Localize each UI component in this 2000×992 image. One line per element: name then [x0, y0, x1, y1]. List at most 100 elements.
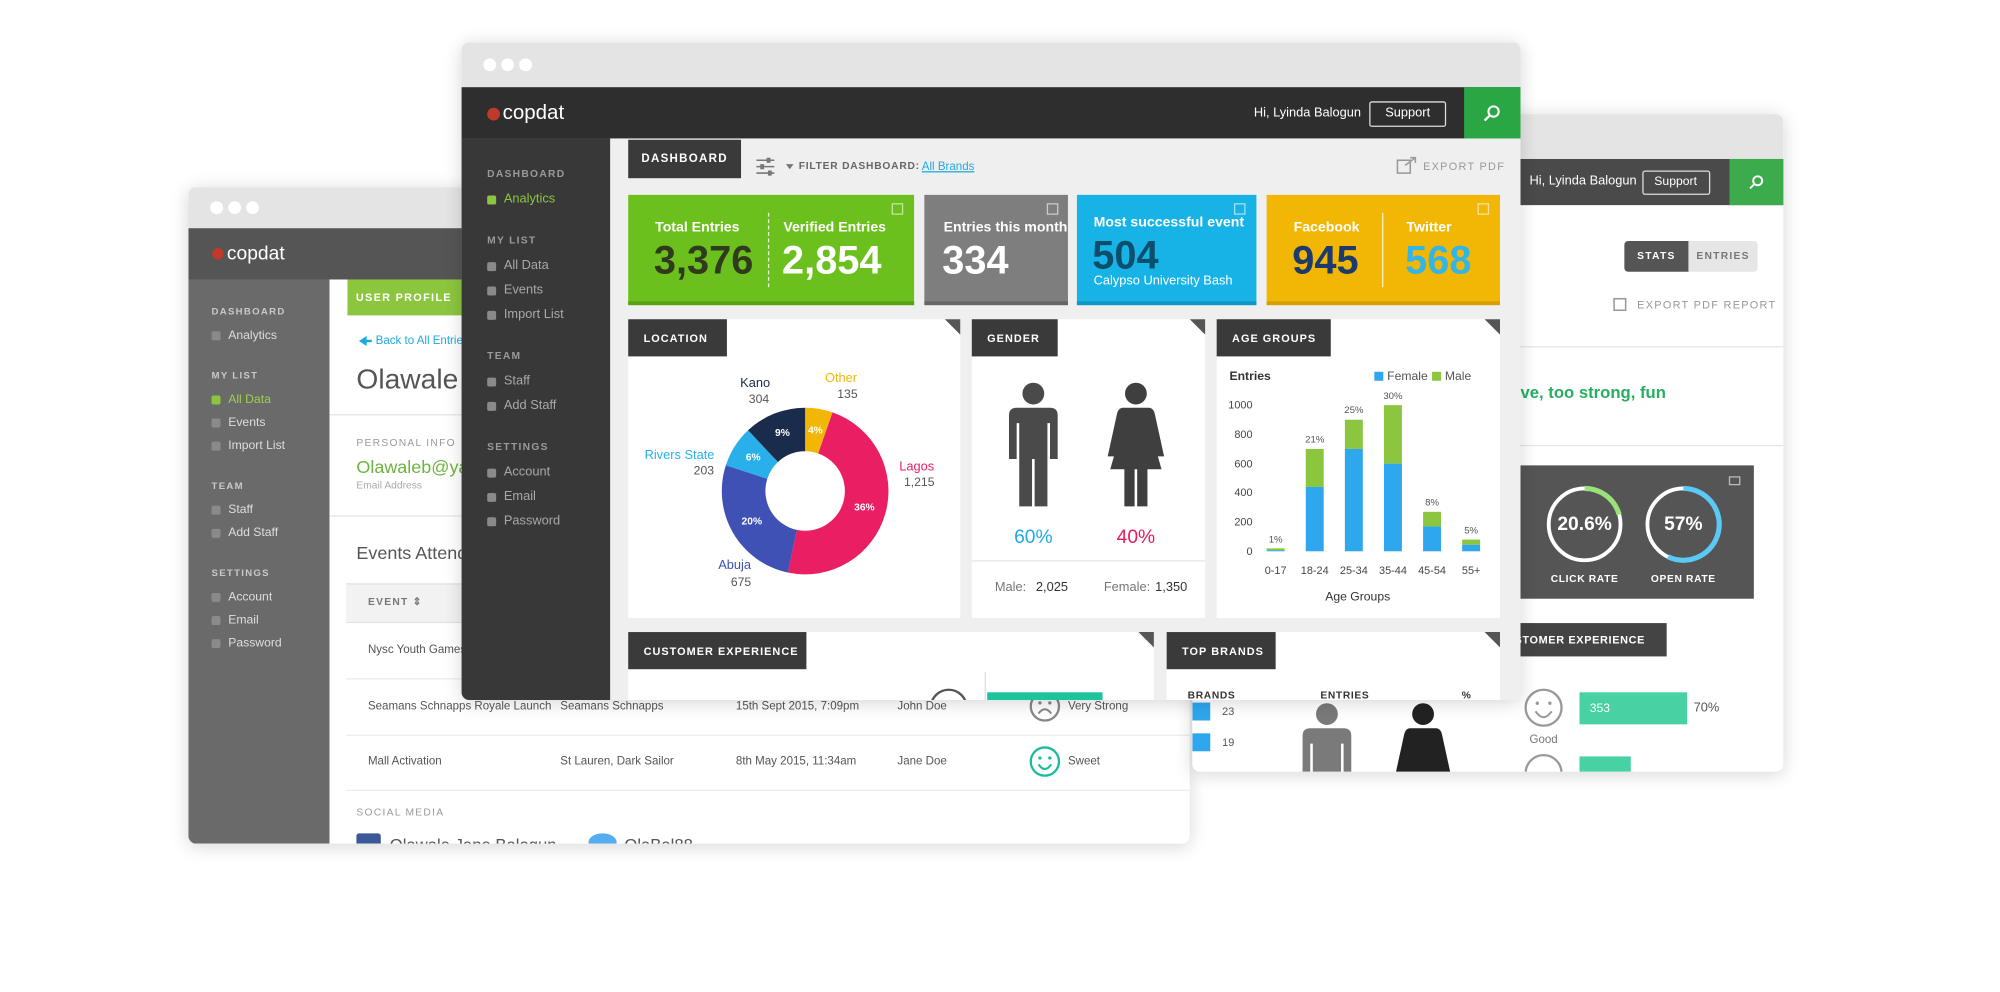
export-link[interactable]: EXPORT PDF REPORT — [1637, 298, 1777, 312]
card-caption: Calypso University Bash — [1093, 274, 1233, 289]
bar — [1305, 448, 1324, 487]
panel-corner — [1484, 632, 1500, 648]
sidebar — [461, 138, 611, 700]
category-count: 675 — [730, 575, 752, 591]
panel-title: AGE GROUPS — [1232, 331, 1317, 344]
entries-tab[interactable] — [1688, 241, 1758, 272]
back-link[interactable]: Back to All Entries — [375, 333, 469, 347]
card-value: 504 — [1092, 232, 1159, 278]
nav-item[interactable]: Events — [228, 415, 266, 430]
nav-item[interactable]: Account — [228, 590, 273, 605]
category-count: 304 — [748, 392, 770, 407]
nav-item[interactable]: Staff — [503, 374, 530, 389]
nav-item[interactable]: Analytics — [228, 328, 277, 343]
bar — [1305, 486, 1324, 552]
row-divider — [346, 789, 1190, 792]
divider — [971, 560, 1206, 562]
filter-caret — [785, 164, 794, 170]
column-header: EVENT ⇕ — [367, 596, 423, 608]
face-eye — [1048, 701, 1052, 705]
experience-count: 353 — [1589, 700, 1611, 716]
nav-item[interactable]: Add Staff — [503, 398, 557, 413]
section-title: Events Attended — [356, 542, 488, 563]
filter-icon — [766, 157, 771, 163]
sidebar — [188, 279, 330, 844]
nav-icon — [211, 395, 221, 405]
brand-entries: 19 — [1222, 735, 1235, 749]
nav-item[interactable]: Email — [228, 613, 259, 628]
window-dot — [246, 201, 259, 215]
nav-item[interactable]: Account — [503, 465, 551, 480]
nav-item[interactable]: Analytics — [503, 192, 556, 207]
nav-item[interactable]: Add Staff — [228, 525, 279, 541]
nav-icon — [211, 592, 221, 602]
row-divider — [346, 734, 1190, 736]
gender-label: Male: — [994, 580, 1027, 595]
nav-icon — [487, 401, 497, 411]
panel-header — [628, 319, 727, 357]
tab[interactable] — [628, 139, 742, 179]
nav-item[interactable]: Password — [503, 514, 561, 529]
face-eye — [1535, 701, 1539, 705]
gender-count: 1,350 — [1155, 580, 1188, 595]
nav-heading: DASHBOARD — [211, 305, 286, 317]
export-link[interactable]: EXPORT PDF — [1423, 159, 1506, 173]
bar — [1462, 544, 1481, 552]
tab[interactable]: ENTRIES — [1696, 249, 1750, 262]
tab[interactable]: DASHBOARD — [641, 151, 728, 165]
experience-bar — [1579, 692, 1688, 725]
tab[interactable]: STATS — [1637, 249, 1676, 262]
nav-icon — [211, 331, 221, 341]
male-icon-head — [1316, 703, 1338, 725]
filter-value[interactable]: All Brands — [921, 159, 975, 173]
face-icon — [1029, 746, 1061, 777]
support-button-label[interactable]: Support — [1654, 174, 1697, 189]
card-icon — [1233, 203, 1246, 215]
nav-item[interactable]: Email — [503, 489, 536, 504]
nav-item[interactable]: All Data — [503, 258, 549, 274]
search-button[interactable] — [1729, 158, 1784, 206]
card-divider — [1382, 212, 1384, 288]
support-button[interactable] — [1369, 101, 1447, 127]
face-mouth — [1037, 763, 1053, 770]
card-label: Most successful event — [1093, 214, 1245, 231]
nav-icon — [487, 377, 497, 387]
nav-item[interactable]: Password — [228, 636, 282, 651]
nav-item[interactable]: Events — [503, 283, 544, 298]
stats-tab[interactable] — [1624, 241, 1689, 272]
search-button[interactable] — [1464, 87, 1521, 139]
column-header: ENTRIES — [1320, 689, 1370, 700]
card — [628, 194, 915, 306]
profile-tab[interactable] — [347, 279, 462, 316]
gender-label: Female: — [1103, 580, 1151, 595]
nav-item[interactable]: Import List — [228, 438, 286, 453]
filter-label: FILTER DASHBOARD: — [798, 160, 920, 172]
tab[interactable]: USER PROFILE — [355, 290, 452, 304]
brand: copdat — [502, 102, 565, 125]
male-icon-head — [1022, 382, 1045, 405]
bar — [1423, 511, 1442, 527]
table-cell: John Doe — [897, 699, 947, 713]
experience-share: 70% — [1693, 700, 1720, 715]
donut-segment — [787, 412, 889, 575]
nav-item[interactable]: Staff — [228, 502, 254, 517]
category-label: Kano — [740, 376, 771, 392]
card-icon — [891, 203, 904, 215]
experience-label: Good — [1529, 732, 1558, 746]
table-cell: Seamans Schnapps Royale Launch — [367, 699, 552, 713]
nav-item[interactable]: Import List — [503, 307, 564, 322]
legend-swatch — [1374, 371, 1384, 381]
support-button-label[interactable]: Support — [1385, 106, 1431, 121]
bar-label: 5% — [1464, 524, 1479, 537]
legend-label: Male — [1444, 369, 1472, 384]
nav-heading: TEAM — [487, 349, 522, 362]
support-button[interactable] — [1642, 170, 1711, 195]
card-label: Facebook — [1293, 219, 1360, 236]
nav-item[interactable]: All Data — [228, 392, 271, 407]
panel-corner — [1138, 632, 1154, 648]
segment-label: 6% — [745, 451, 761, 464]
legend-label: Female — [1387, 369, 1428, 384]
panel-title: LOCATION — [643, 331, 708, 344]
back-arrow — [358, 335, 372, 347]
